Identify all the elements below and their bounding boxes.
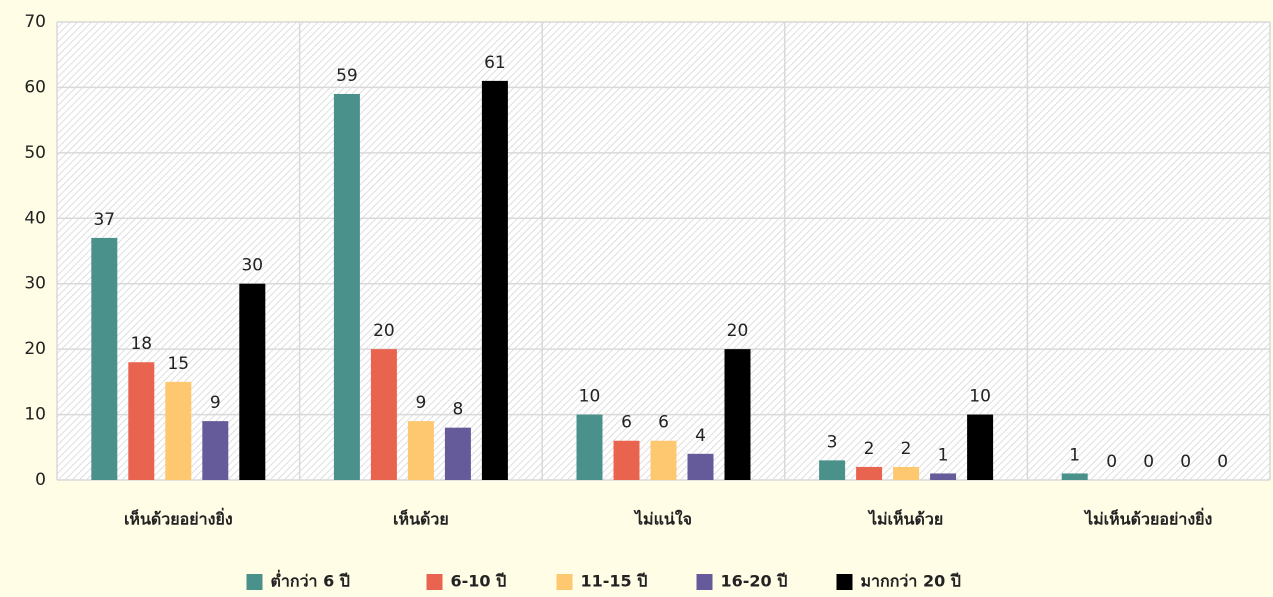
legend-swatch bbox=[426, 574, 443, 590]
data-label: 8 bbox=[452, 400, 463, 420]
data-label: 15 bbox=[167, 354, 189, 374]
legend-label: 11-15 ปี bbox=[581, 572, 648, 591]
y-tick-label: 30 bbox=[24, 274, 46, 294]
bar bbox=[856, 466, 883, 480]
legend-label: ต่ำกว่า 6 ปี bbox=[271, 570, 350, 591]
x-tick-label: เห็นด้วย bbox=[393, 508, 449, 529]
legend-swatch bbox=[556, 574, 573, 590]
y-tick-label: 20 bbox=[24, 339, 46, 359]
bar bbox=[239, 283, 266, 480]
legend-label: มากกว่า 20 ปี bbox=[861, 572, 961, 591]
x-tick-label: ไม่เห็นด้วย bbox=[867, 508, 943, 529]
data-label: 0 bbox=[1106, 452, 1117, 472]
data-label: 0 bbox=[1143, 452, 1154, 472]
y-tick-label: 0 bbox=[35, 470, 46, 490]
data-label: 20 bbox=[373, 321, 395, 341]
bar bbox=[819, 460, 846, 480]
bar bbox=[128, 362, 155, 480]
data-label: 0 bbox=[1217, 452, 1228, 472]
y-tick-label: 60 bbox=[24, 77, 46, 97]
legend-swatch bbox=[246, 574, 263, 590]
data-label: 0 bbox=[1180, 452, 1191, 472]
legend-label: 6-10 ปี bbox=[451, 572, 507, 591]
y-tick-label: 70 bbox=[24, 12, 46, 32]
legend-swatch bbox=[836, 574, 853, 590]
bar bbox=[930, 473, 957, 480]
data-label: 18 bbox=[130, 334, 152, 354]
data-label: 61 bbox=[484, 53, 506, 73]
data-label: 9 bbox=[210, 393, 221, 413]
data-label: 2 bbox=[901, 439, 912, 459]
bar bbox=[91, 237, 118, 480]
data-label: 59 bbox=[336, 66, 358, 86]
bar bbox=[893, 466, 920, 480]
plot-area bbox=[57, 22, 1270, 480]
data-label: 10 bbox=[969, 387, 991, 407]
bar bbox=[724, 349, 751, 480]
y-tick-label: 50 bbox=[24, 143, 46, 163]
data-label: 9 bbox=[415, 393, 426, 413]
bar bbox=[687, 453, 714, 480]
data-label: 3 bbox=[827, 432, 838, 452]
x-tick-label: เห็นด้วยอย่างยิ่ง bbox=[124, 508, 233, 529]
data-label: 2 bbox=[864, 439, 875, 459]
y-tick-label: 40 bbox=[24, 208, 46, 228]
x-tick-label: ไม่เห็นด้วยอย่างยิ่ง bbox=[1083, 508, 1212, 529]
legend-swatch bbox=[696, 574, 713, 590]
x-tick-label: ไม่แน่ใจ bbox=[633, 510, 692, 529]
bar bbox=[650, 440, 677, 480]
bar bbox=[967, 414, 994, 480]
bar bbox=[370, 349, 397, 480]
data-label: 37 bbox=[93, 210, 115, 230]
y-tick-label: 10 bbox=[24, 405, 46, 425]
bar bbox=[481, 80, 508, 480]
data-label: 20 bbox=[727, 321, 749, 341]
bar bbox=[333, 93, 360, 480]
legend-label: 16-20 ปี bbox=[721, 572, 788, 591]
data-label: 6 bbox=[621, 413, 632, 433]
bar bbox=[1061, 473, 1088, 480]
bar bbox=[165, 381, 192, 480]
data-label: 30 bbox=[241, 256, 263, 276]
data-label: 4 bbox=[695, 426, 706, 446]
data-label: 1 bbox=[1069, 445, 1080, 465]
bar bbox=[444, 427, 471, 480]
bar bbox=[613, 440, 640, 480]
bar bbox=[407, 421, 434, 480]
data-label: 6 bbox=[658, 413, 669, 433]
bar bbox=[202, 421, 229, 480]
bar bbox=[576, 414, 603, 480]
data-label: 1 bbox=[938, 445, 949, 465]
data-label: 10 bbox=[579, 387, 601, 407]
